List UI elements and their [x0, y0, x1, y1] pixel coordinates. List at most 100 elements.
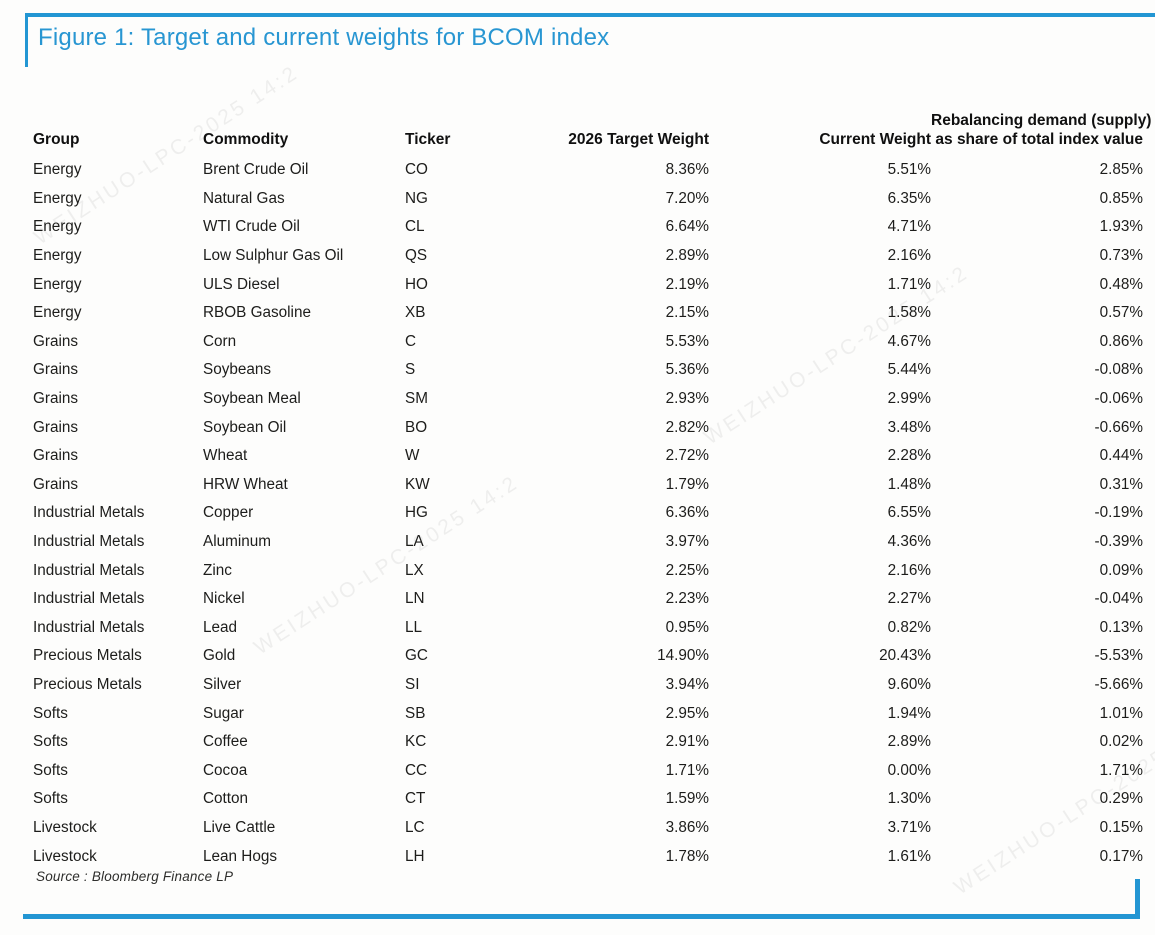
table-row: Precious Metals Silver SI 3.94% 9.60% -5.66%	[33, 671, 1143, 700]
table-row: Grains Soybean Oil BO 2.82% 3.48% -0.66%	[33, 413, 1143, 442]
cell-current: 2.99%	[887, 390, 931, 408]
cell-current: 20.43%	[879, 647, 931, 665]
table-body: Energy Brent Crude Oil CO 8.36% 5.51% 2.85% En…	[33, 156, 1143, 871]
cell-current: 1.61%	[887, 847, 931, 865]
cell-commodity: ULS Diesel	[203, 275, 280, 293]
column-header-label: Current Weight	[819, 131, 931, 149]
cell-ticker: BO	[405, 418, 428, 436]
cell-commodity: Corn	[203, 332, 237, 350]
cell-current: 5.51%	[887, 161, 931, 179]
cell-rebalancing: 0.29%	[1099, 790, 1143, 808]
cell-target: 1.78%	[665, 847, 709, 865]
table-row: Energy Brent Crude Oil CO 8.36% 5.51% 2.85%	[33, 156, 1143, 185]
cell-rebalancing: -5.53%	[1094, 647, 1143, 665]
table-row: Industrial Metals Copper HG 6.36% 6.55% -0.19…	[33, 499, 1143, 528]
cell-group: Grains	[33, 361, 79, 379]
column-header-ticker: Ticker	[405, 90, 497, 156]
cell-group: Energy	[33, 275, 82, 293]
cell-rebalancing: 1.71%	[1099, 761, 1143, 779]
cell-rebalancing: -0.08%	[1094, 361, 1143, 379]
cell-commodity: Lead	[203, 618, 238, 636]
column-header-label: as share of total index value	[935, 131, 1143, 149]
cell-current: 1.94%	[887, 704, 931, 722]
table-row: Livestock Live Cattle LC 3.86% 3.71% 0.15%	[33, 814, 1143, 843]
cell-ticker: LL	[405, 618, 423, 636]
cell-rebalancing: 0.85%	[1099, 189, 1143, 207]
cell-target: 3.86%	[665, 818, 709, 836]
cell-target: 1.79%	[665, 475, 709, 493]
top-accent-rule	[25, 13, 1155, 17]
cell-commodity: Brent Crude Oil	[203, 161, 309, 179]
cell-group: Energy	[33, 218, 82, 236]
cell-current: 1.71%	[887, 275, 931, 293]
cell-group: Grains	[33, 332, 79, 350]
source-note: Source : Bloomberg Finance LP	[36, 869, 234, 884]
cell-current: 2.89%	[887, 733, 931, 751]
cell-target: 1.71%	[665, 761, 709, 779]
table-row: Grains Corn C 5.53% 4.67% 0.86%	[33, 328, 1143, 357]
cell-group: Grains	[33, 475, 79, 493]
cell-commodity: HRW Wheat	[203, 475, 288, 493]
cell-current: 4.67%	[887, 332, 931, 350]
weights-table: Group Commodity Ticker 2026 Target Weight Cu…	[33, 90, 1151, 871]
cell-target: 7.20%	[665, 189, 709, 207]
column-header-label: Commodity	[203, 131, 289, 149]
cell-target: 2.72%	[665, 447, 709, 465]
cell-group: Livestock	[33, 818, 97, 836]
cell-commodity: Cotton	[203, 790, 249, 808]
table-row: Industrial Metals Zinc LX 2.25% 2.16% 0.09%	[33, 556, 1143, 585]
cell-current: 6.55%	[887, 504, 931, 522]
cell-group: Grains	[33, 390, 79, 408]
cell-group: Livestock	[33, 847, 97, 865]
cell-current: 0.00%	[887, 761, 931, 779]
cell-current: 2.27%	[887, 590, 931, 608]
bottom-accent-rule	[23, 914, 1140, 919]
cell-commodity: Cocoa	[203, 761, 248, 779]
cell-group: Industrial Metals	[33, 590, 145, 608]
cell-current: 0.82%	[887, 618, 931, 636]
cell-target: 2.91%	[665, 733, 709, 751]
table-row: Grains Wheat W 2.72% 2.28% 0.44%	[33, 442, 1143, 471]
column-header-label: Ticker	[405, 131, 451, 149]
cell-group: Softs	[33, 733, 68, 751]
header-row: Group Commodity Ticker 2026 Target Weight Cu…	[33, 90, 1151, 156]
cell-group: Industrial Metals	[33, 618, 145, 636]
cell-commodity: Copper	[203, 504, 254, 522]
table-row: Grains HRW Wheat KW 1.79% 1.48% 0.31%	[33, 471, 1143, 500]
cell-rebalancing: 0.02%	[1099, 733, 1143, 751]
cell-current: 9.60%	[887, 675, 931, 693]
table-row: Softs Sugar SB 2.95% 1.94% 1.01%	[33, 699, 1143, 728]
cell-rebalancing: -5.66%	[1094, 675, 1143, 693]
cell-group: Energy	[33, 189, 82, 207]
cell-group: Precious Metals	[33, 647, 142, 665]
cell-ticker: XB	[405, 304, 426, 322]
table-row: Grains Soybean Meal SM 2.93% 2.99% -0.06%	[33, 385, 1143, 414]
cell-ticker: GC	[405, 647, 428, 665]
cell-ticker: C	[405, 332, 417, 350]
cell-commodity: Nickel	[203, 590, 245, 608]
cell-group: Industrial Metals	[33, 504, 145, 522]
table-row: Grains Soybeans S 5.36% 5.44% -0.08%	[33, 356, 1143, 385]
cell-commodity: Low Sulphur Gas Oil	[203, 247, 344, 265]
cell-current: 5.44%	[887, 361, 931, 379]
table-header: Group Commodity Ticker 2026 Target Weight Cu…	[33, 90, 1151, 156]
cell-ticker: LN	[405, 590, 425, 608]
cell-target: 8.36%	[665, 161, 709, 179]
cell-target: 2.15%	[665, 304, 709, 322]
cell-ticker: W	[405, 447, 420, 465]
cell-commodity: Wheat	[203, 447, 248, 465]
column-header-target: 2026 Target Weight	[497, 90, 709, 156]
column-header-commodity: Commodity	[203, 90, 405, 156]
table-row: Energy RBOB Gasoline XB 2.15% 1.58% 0.57%	[33, 299, 1143, 328]
cell-ticker: LA	[405, 533, 424, 551]
cell-target: 6.36%	[665, 504, 709, 522]
cell-current: 6.35%	[887, 189, 931, 207]
cell-ticker: KC	[405, 733, 427, 751]
cell-rebalancing: -0.19%	[1094, 504, 1143, 522]
cell-target: 5.53%	[665, 332, 709, 350]
cell-target: 3.97%	[665, 533, 709, 551]
cell-commodity: RBOB Gasoline	[203, 304, 311, 322]
column-header-label: 2026 Target Weight	[568, 131, 709, 149]
cell-rebalancing: 0.86%	[1099, 332, 1143, 350]
